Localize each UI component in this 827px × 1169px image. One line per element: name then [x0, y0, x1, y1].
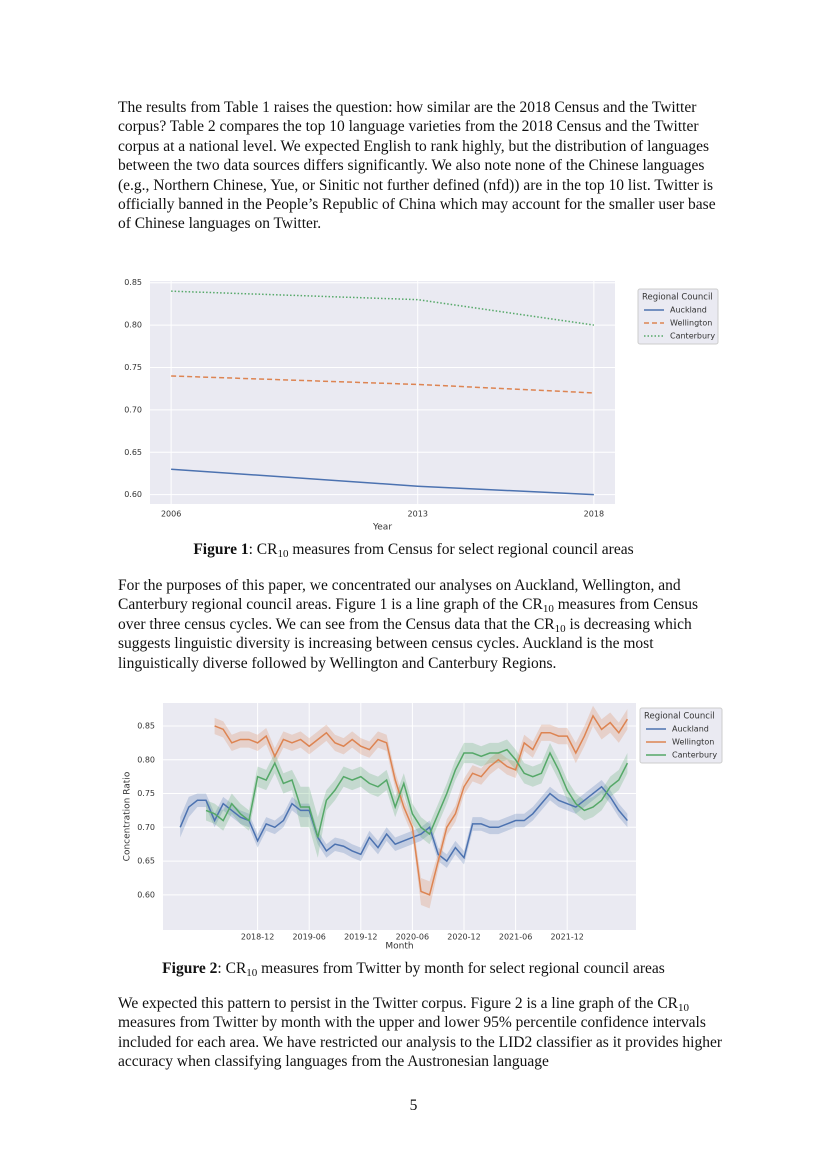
- series-line: [171, 468, 594, 496]
- text: : CR: [217, 960, 247, 977]
- legend-box: [637, 288, 719, 345]
- subscript: 10: [542, 603, 554, 616]
- confidence-band: [214, 705, 628, 909]
- legend-label: Auckland: [672, 725, 709, 734]
- x-tick-label: 2021-12: [550, 933, 583, 942]
- y-tick-label: 0.75: [124, 363, 142, 372]
- plot-area: [163, 703, 636, 930]
- x-tick-label: 2021-06: [499, 933, 532, 942]
- text: The results from Table 1 raises the ques…: [118, 99, 716, 233]
- subscript: 10: [678, 1002, 689, 1014]
- paragraph: For the purposes of this paper, we conce…: [118, 576, 724, 673]
- subscript: 10: [246, 967, 258, 979]
- text: For the purposes of this paper, we conce…: [118, 577, 681, 614]
- x-axis-label: Year: [372, 523, 392, 533]
- legend-title: Regional Council: [644, 712, 715, 722]
- page-number: 5: [409, 1097, 418, 1114]
- y-tick-label: 0.85: [137, 721, 155, 730]
- y-tick-label: 0.70: [137, 823, 155, 832]
- series-line: [205, 748, 629, 838]
- y-tick-label: 0.70: [124, 405, 142, 414]
- series-line: [179, 785, 628, 863]
- y-tick-label: 0.65: [124, 448, 142, 457]
- paragraph: We expected this pattern to persist in t…: [118, 994, 724, 1072]
- y-tick-label: 0.65: [137, 857, 155, 866]
- text: measures from Twitter by month with the …: [118, 1014, 723, 1071]
- text: is decreasing which suggests linguistic …: [118, 615, 692, 672]
- figure-caption: Figure 2: CR10 measures from Twitter by …: [0, 960, 827, 979]
- subscript: 10: [277, 548, 289, 560]
- y-axis-label: Concentration Ratio: [123, 771, 133, 861]
- text: measures from Twitter by month for selec…: [257, 960, 665, 977]
- x-tick-label: 2019-12: [344, 933, 377, 942]
- x-axis-label: Month: [385, 942, 413, 952]
- legend-label: Canterbury: [672, 751, 717, 760]
- y-tick-label: 0.60: [137, 890, 155, 899]
- subscript: 10: [554, 622, 566, 635]
- y-tick-label: 0.60: [124, 490, 142, 499]
- legend-label: Canterbury: [670, 332, 715, 341]
- text: We expected this pattern to persist in t…: [118, 995, 678, 1012]
- x-tick-label: 2018: [584, 510, 604, 519]
- x-tick-label: 2013: [408, 510, 428, 519]
- y-tick-label: 0.80: [137, 755, 155, 764]
- caption-label: Figure 1: [193, 541, 249, 558]
- series-line: [171, 290, 594, 326]
- series-line: [214, 714, 629, 896]
- caption-label: Figure 2: [162, 960, 218, 977]
- x-tick-label: 2020-12: [447, 933, 480, 942]
- legend-box: [639, 707, 723, 764]
- y-tick-label: 0.80: [124, 321, 142, 330]
- x-tick-label: 2006: [161, 510, 181, 519]
- series-line: [171, 375, 594, 394]
- chart: 0.60 0.65 0.70 0.75 0.80 0.85 2006 2013 2018 Year…: [124, 278, 719, 533]
- text: measures from Census over three census c…: [118, 596, 699, 633]
- text: measures from Census for select regional…: [288, 541, 634, 558]
- paragraph: The results from Table 1 raises the ques…: [118, 98, 724, 234]
- x-tick-label: 2019-06: [292, 933, 325, 942]
- y-tick-label: 0.85: [124, 278, 142, 287]
- legend-label: Wellington: [670, 319, 712, 328]
- legend-label: Wellington: [672, 738, 714, 747]
- legend-title: Regional Council: [642, 293, 713, 303]
- chart: 0.60 0.65 0.70 0.75 0.80 0.85 2018-12 2019-06 20…: [123, 703, 723, 952]
- x-tick-label: 2018-12: [241, 933, 274, 942]
- text: : CR: [248, 541, 278, 558]
- y-tick-label: 0.75: [137, 789, 155, 798]
- confidence-band: [180, 780, 628, 868]
- x-tick-label: 2020-06: [396, 933, 429, 942]
- legend-label: Auckland: [670, 306, 707, 315]
- figure-caption: Figure 1: CR10 measures from Census for …: [0, 541, 827, 560]
- plot-area: [150, 281, 615, 504]
